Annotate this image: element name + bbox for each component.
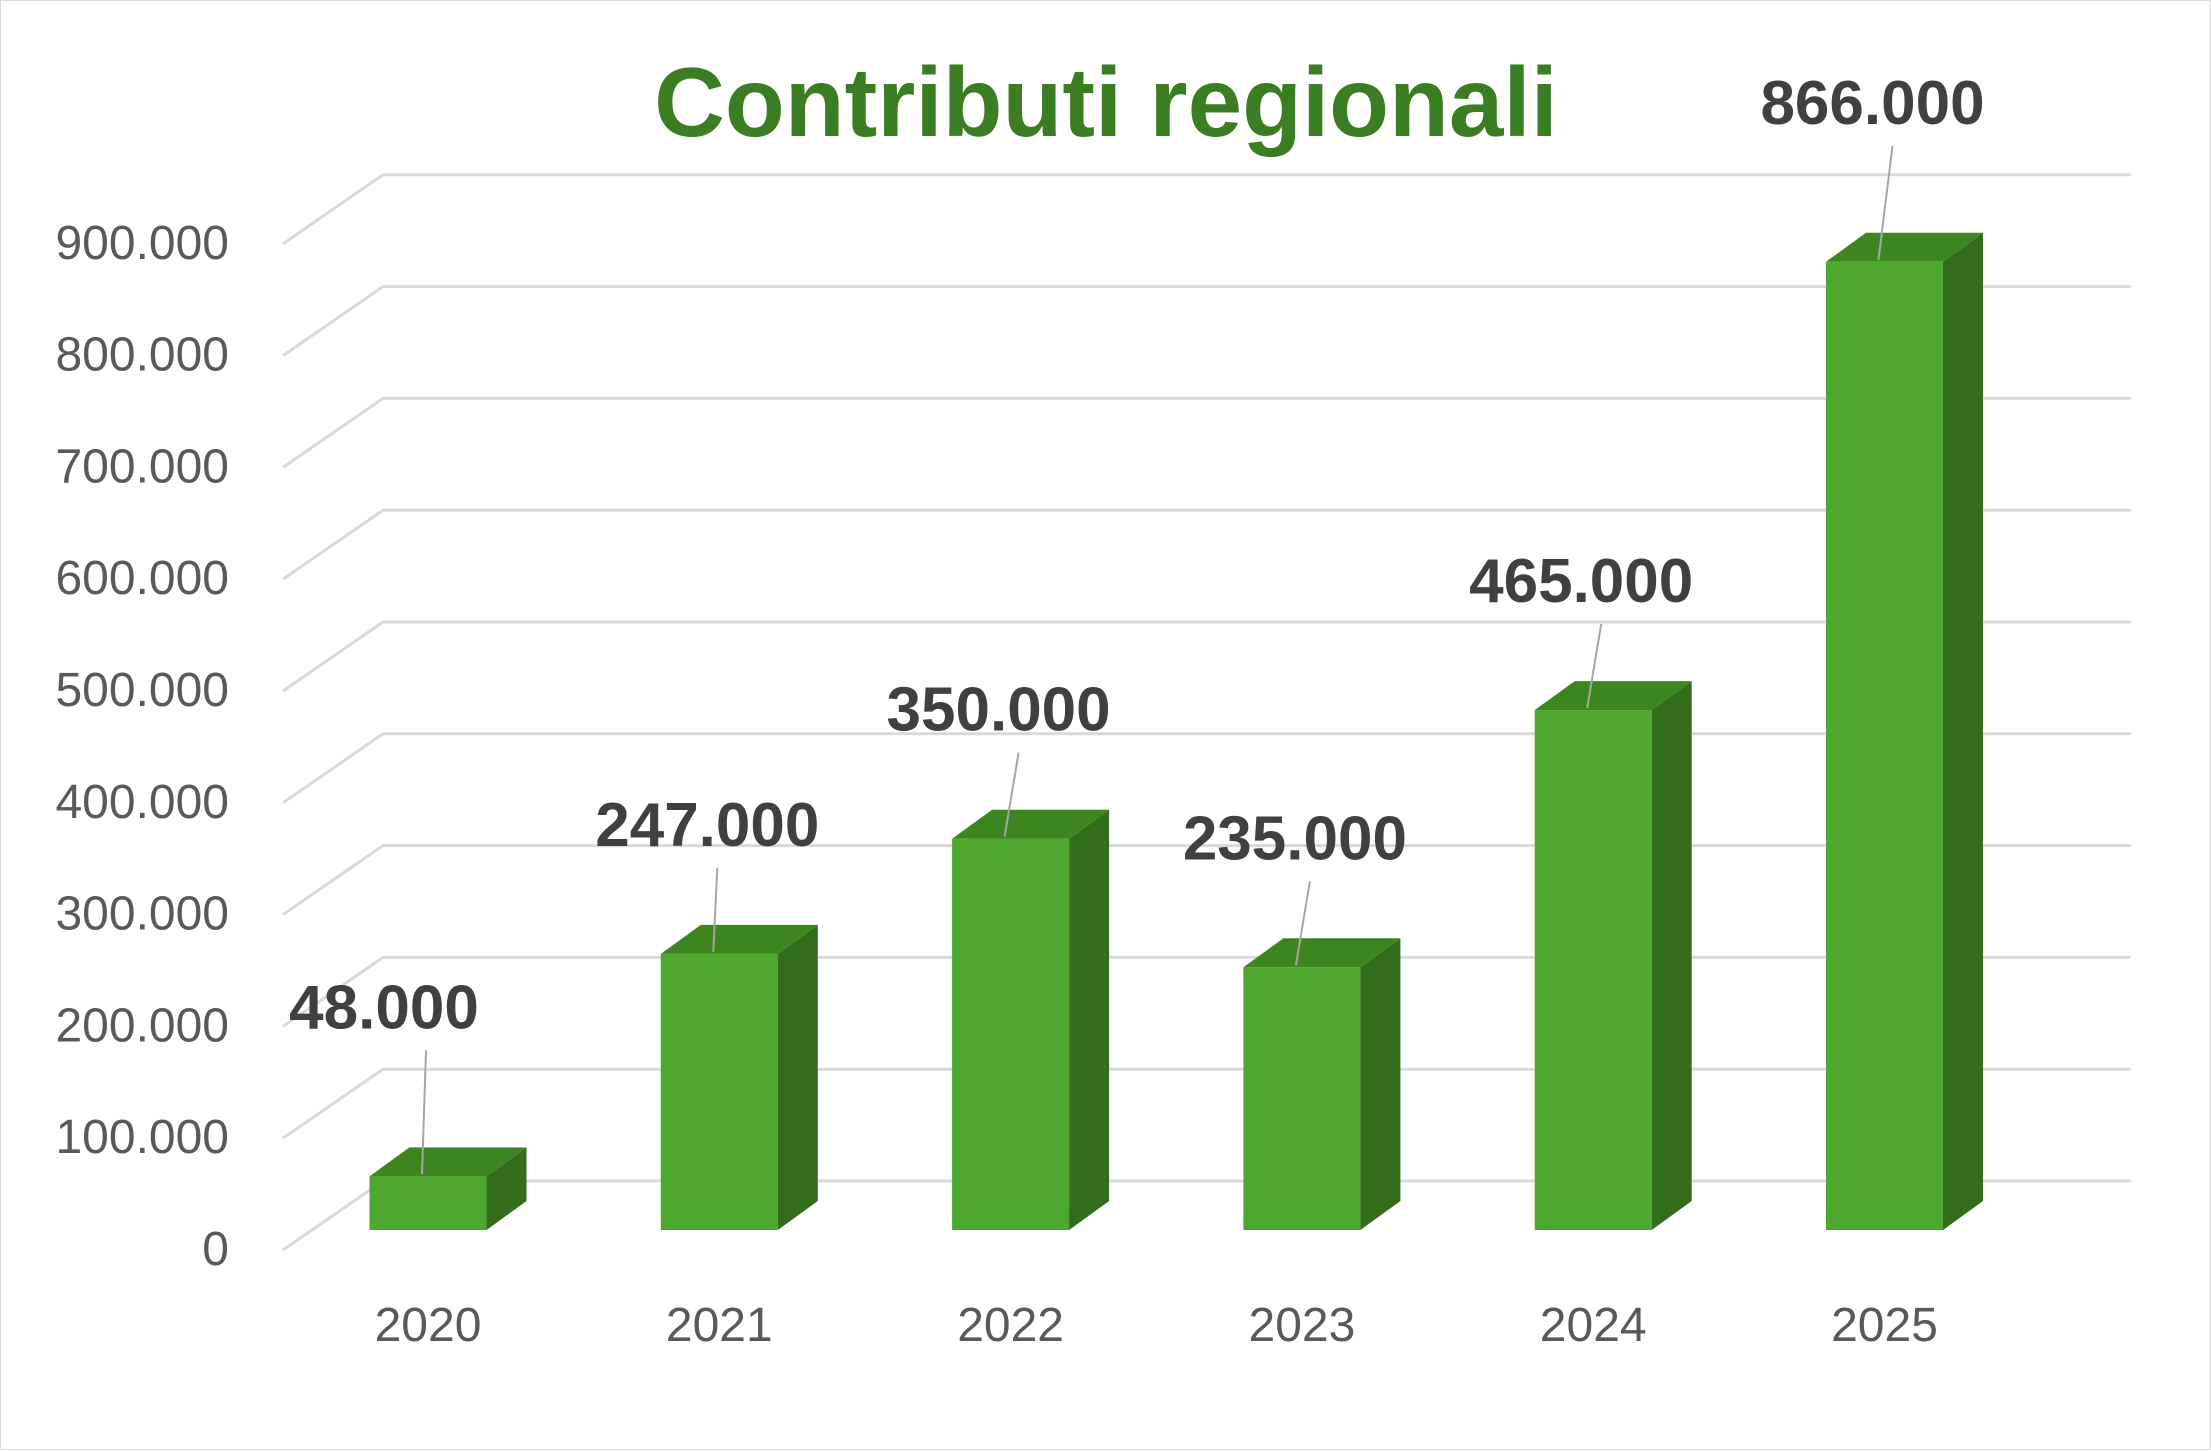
x-tick-label: 2024: [1540, 1299, 1647, 1352]
bar: [660, 953, 778, 1230]
bar-top-face: [1243, 938, 1401, 968]
bar-top-face: [1534, 681, 1692, 711]
bar: [1534, 710, 1652, 1230]
bar-side-face: [486, 1147, 527, 1230]
leader-line: [1586, 623, 1603, 709]
y-tick-label: 500.000: [55, 664, 229, 717]
bar-column: [1534, 681, 1692, 1230]
bar-top-face: [660, 924, 818, 954]
bar-side-face: [1943, 232, 1983, 1230]
bar-column: [660, 924, 818, 1230]
y-tick-label: 200.000: [55, 999, 229, 1052]
x-tick-label: 2022: [957, 1299, 1064, 1352]
y-tick-label: 0: [202, 1223, 229, 1276]
leader-line: [1877, 145, 1894, 260]
data-label: 465.000: [1469, 547, 1693, 616]
bar-column: [1826, 232, 1983, 1230]
x-tick-label: 2021: [666, 1299, 773, 1352]
leader-line: [1003, 752, 1020, 837]
data-label: 48.000: [289, 973, 479, 1042]
y-axis-tick-labels: 0 100.000 200.000 300.000 400.000 500.000 600.…: [55, 217, 229, 1276]
y-tick-label: 800.000: [55, 329, 229, 382]
bar-top-face: [952, 809, 1110, 839]
bar-side-face: [1069, 809, 1110, 1230]
bar: [369, 1176, 487, 1230]
y-tick-label: 100.000: [55, 1111, 229, 1164]
bar: [1243, 967, 1361, 1230]
gridline: [282, 508, 2131, 581]
data-label: 350.000: [887, 676, 1111, 745]
bar-side-face: [777, 924, 818, 1230]
bar-column: [369, 1147, 527, 1230]
y-tick-label: 600.000: [55, 552, 229, 605]
data-label: 247.000: [595, 791, 819, 860]
leader-line: [421, 1050, 427, 1175]
bar: [952, 838, 1070, 1230]
x-tick-label: 2023: [1249, 1299, 1356, 1352]
bar-side-face: [1360, 938, 1401, 1230]
bar-column: [1243, 938, 1401, 1230]
chart-title: Contributi regionali: [654, 47, 1558, 157]
leader-line: [1294, 881, 1311, 966]
y-tick-label: 700.000: [55, 440, 229, 493]
bar: [1826, 261, 1943, 1230]
gridline: [282, 173, 2131, 246]
y-tick-label: 400.000: [55, 776, 229, 829]
x-axis-tick-labels: 2020 2021 2022 2023 2024 2025: [375, 1299, 1938, 1352]
data-label: 235.000: [1183, 804, 1407, 873]
leader-line: [712, 867, 719, 952]
data-label: 866.000: [1760, 69, 1984, 138]
data-label-leader-lines: [421, 145, 1894, 1175]
bar-column: [952, 809, 1110, 1230]
bar-top-face: [1826, 232, 1983, 262]
x-tick-label: 2025: [1831, 1299, 1938, 1352]
y-tick-label: 300.000: [55, 888, 229, 941]
gridline: [282, 285, 2131, 357]
y-tick-label: 900.000: [55, 217, 229, 270]
gridlines: [282, 173, 2131, 1252]
gridline: [282, 396, 2131, 469]
bar-side-face: [1651, 681, 1692, 1230]
x-tick-label: 2020: [375, 1299, 482, 1352]
bar-top-face: [369, 1147, 527, 1177]
gridline: [282, 620, 2131, 693]
data-labels: 48.000 247.000 350.000 235.000 465.000 866.00…: [289, 69, 1984, 1043]
bars: [369, 232, 1983, 1230]
